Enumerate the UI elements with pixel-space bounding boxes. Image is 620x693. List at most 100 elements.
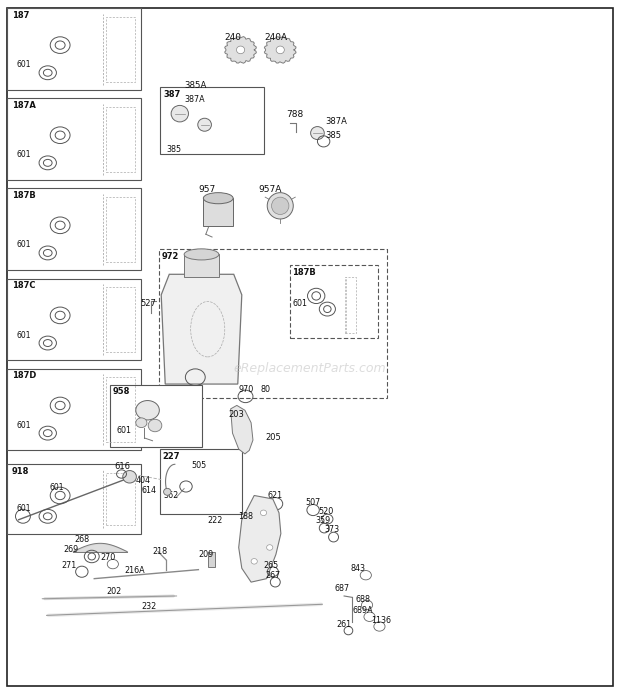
Ellipse shape xyxy=(123,471,136,483)
Text: 385A: 385A xyxy=(185,81,207,90)
Text: 788: 788 xyxy=(286,110,304,119)
Text: 601: 601 xyxy=(17,504,31,513)
Text: 216A: 216A xyxy=(124,566,144,575)
Text: 687: 687 xyxy=(335,584,350,593)
Ellipse shape xyxy=(148,419,162,432)
Text: 202: 202 xyxy=(107,587,122,596)
Bar xyxy=(203,198,233,226)
Text: 268: 268 xyxy=(74,535,89,544)
Text: 271: 271 xyxy=(61,561,77,570)
Text: 972: 972 xyxy=(161,252,179,261)
Text: 614: 614 xyxy=(141,486,156,495)
Text: 187C: 187C xyxy=(12,281,35,290)
Bar xyxy=(345,277,356,333)
Text: 187: 187 xyxy=(12,11,29,20)
Text: 689A: 689A xyxy=(352,606,373,615)
Text: 970: 970 xyxy=(238,385,254,394)
Ellipse shape xyxy=(184,249,219,260)
Bar xyxy=(106,107,135,172)
Text: 218: 218 xyxy=(153,547,167,556)
Ellipse shape xyxy=(198,119,211,131)
Text: 601: 601 xyxy=(17,421,31,430)
Ellipse shape xyxy=(260,510,267,516)
Ellipse shape xyxy=(136,401,159,420)
Text: 621: 621 xyxy=(268,491,283,500)
Bar xyxy=(7,98,141,180)
Bar xyxy=(208,552,215,567)
Text: 187B: 187B xyxy=(12,191,35,200)
Ellipse shape xyxy=(251,559,257,564)
Text: 373: 373 xyxy=(325,525,340,534)
Bar xyxy=(106,473,135,525)
Bar xyxy=(7,8,141,90)
Text: 601: 601 xyxy=(17,331,31,340)
Text: 187A: 187A xyxy=(12,101,36,110)
Bar xyxy=(290,265,378,338)
Bar xyxy=(106,287,135,352)
Text: 1136: 1136 xyxy=(371,616,391,625)
Text: 269: 269 xyxy=(64,545,79,554)
Polygon shape xyxy=(231,405,253,454)
Text: 616: 616 xyxy=(115,462,131,471)
Bar xyxy=(184,254,219,277)
Text: 505: 505 xyxy=(191,461,206,470)
Text: 688: 688 xyxy=(356,595,371,604)
Ellipse shape xyxy=(267,545,273,550)
Text: 601: 601 xyxy=(17,150,31,159)
Text: 240: 240 xyxy=(224,33,241,42)
Bar xyxy=(7,188,141,270)
Text: 270: 270 xyxy=(100,553,116,562)
Bar xyxy=(160,449,242,514)
Text: 385: 385 xyxy=(325,131,341,140)
Text: 227: 227 xyxy=(162,452,180,461)
Text: 957A: 957A xyxy=(258,185,281,194)
Text: 601: 601 xyxy=(292,299,307,308)
Bar xyxy=(106,197,135,262)
Text: 387: 387 xyxy=(163,90,180,99)
Text: 203: 203 xyxy=(228,410,244,419)
Text: 188: 188 xyxy=(238,512,253,521)
Ellipse shape xyxy=(276,46,285,54)
Bar xyxy=(106,17,135,82)
Text: 918: 918 xyxy=(12,467,29,476)
Text: 527: 527 xyxy=(140,299,156,308)
Ellipse shape xyxy=(203,193,233,204)
Bar xyxy=(7,369,141,450)
Text: 562: 562 xyxy=(164,491,179,500)
Text: 205: 205 xyxy=(265,433,281,442)
Polygon shape xyxy=(224,37,256,63)
Text: 843: 843 xyxy=(351,564,366,573)
Text: 387A: 387A xyxy=(325,117,347,126)
Bar xyxy=(106,377,135,442)
Ellipse shape xyxy=(267,193,293,219)
Text: 359: 359 xyxy=(316,516,331,525)
Text: 404: 404 xyxy=(135,476,150,485)
Polygon shape xyxy=(239,495,281,582)
Bar xyxy=(7,464,141,534)
Text: 958: 958 xyxy=(113,387,130,396)
Text: 187B: 187B xyxy=(292,268,316,277)
Text: 520: 520 xyxy=(319,507,334,516)
Ellipse shape xyxy=(171,105,188,122)
Text: 232: 232 xyxy=(141,602,157,611)
Polygon shape xyxy=(161,274,242,384)
Text: 222: 222 xyxy=(207,516,223,525)
Text: 601: 601 xyxy=(17,240,31,249)
Text: 267: 267 xyxy=(265,571,281,580)
Text: 240A: 240A xyxy=(264,33,287,42)
Text: 601: 601 xyxy=(50,483,64,492)
Polygon shape xyxy=(264,37,296,63)
Text: 80: 80 xyxy=(260,385,270,394)
Text: eReplacementParts.com: eReplacementParts.com xyxy=(234,362,386,375)
Text: 187D: 187D xyxy=(12,371,36,380)
Bar xyxy=(7,279,141,360)
Ellipse shape xyxy=(272,197,289,215)
Text: 601: 601 xyxy=(117,426,131,435)
Bar xyxy=(159,249,387,398)
Text: 261: 261 xyxy=(337,620,352,629)
Bar xyxy=(110,385,202,447)
Text: 209: 209 xyxy=(198,550,214,559)
Text: 507: 507 xyxy=(305,498,321,507)
Text: 385: 385 xyxy=(166,145,181,154)
Text: 265: 265 xyxy=(263,561,278,570)
